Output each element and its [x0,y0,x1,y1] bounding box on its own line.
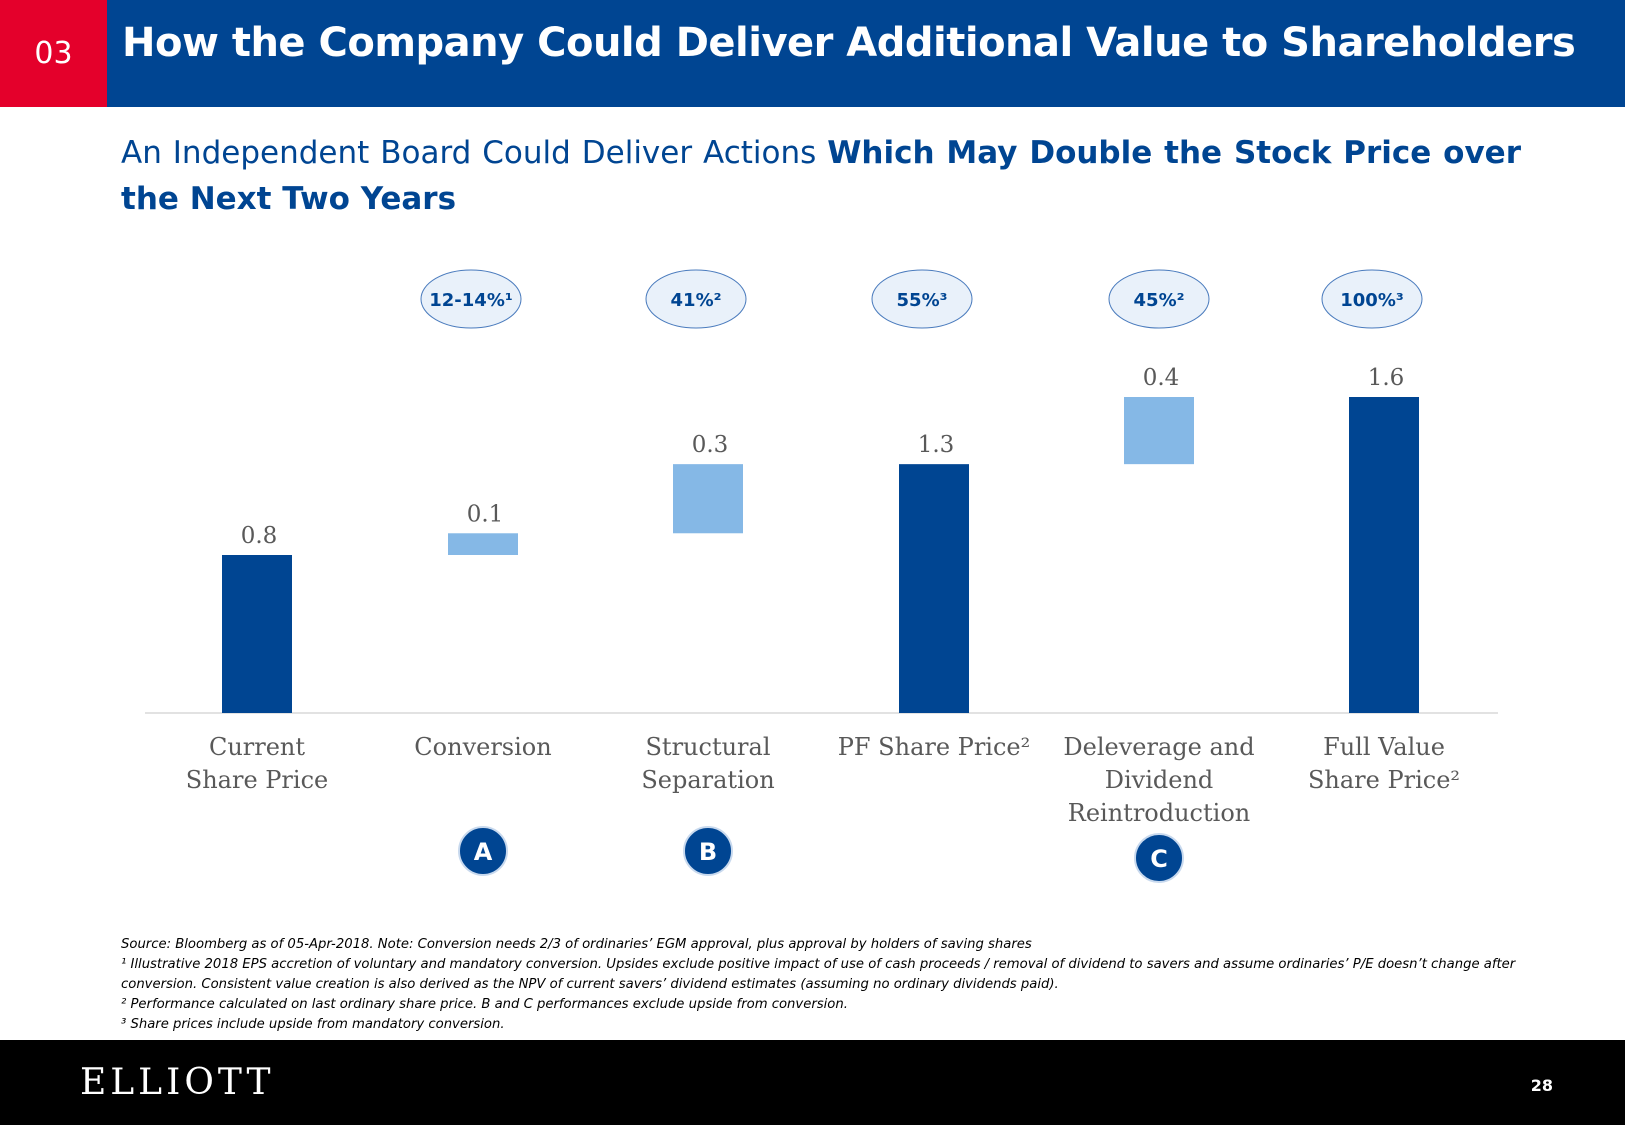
category-label-6-line-2: Share Price² [1308,766,1460,794]
action-badge-label-c: C [1150,845,1168,873]
category-label-2-line-1: Conversion [414,733,551,761]
performance-label-4: 55%³ [897,290,948,311]
category-label-4-line-1: PF Share Price² [838,733,1031,761]
performance-bubble-2 [420,269,522,329]
elliott-logo: ELLIOTT [80,1062,275,1103]
category-label-1-line-2: Share Price [186,766,328,794]
data-label-4: 1.3 [918,432,955,458]
header-bar: 03 How the Company Could Deliver Additio… [0,0,1625,107]
performance-bubble-6 [1321,269,1423,329]
performance-label-5: 45%² [1134,290,1185,311]
action-badge-a [458,826,508,876]
performance-label-6: 100%³ [1340,290,1404,311]
action-badge-label-b: B [699,838,717,866]
data-label-2: 0.1 [467,501,504,527]
page-title: How the Company Could Deliver Additional… [122,20,1576,66]
footnote-3: ³ Share prices include upside from manda… [121,1017,505,1032]
category-label-5-line-1: Deleverage and [1063,733,1254,761]
bar-6 [1349,397,1419,713]
bar-5 [1124,397,1194,465]
section-number: 03 [0,0,107,107]
bar-2 [448,533,518,555]
footnote-1: ¹ Illustrative 2018 EPS accretion of vol… [121,957,1516,992]
waterfall-chart: 0.8 Current Share Price 0.1 Conversion 12-14%… [145,269,1498,883]
category-label-6-line-1: Full Value [1323,733,1445,761]
category-label-5-line-3: Reintroduction [1068,799,1250,827]
page-number: 28 [1530,1076,1553,1095]
performance-label-3: 41%² [671,290,722,311]
data-label-1: 0.8 [241,523,278,549]
subtitle-bold: Which May Double the Stock Price over th… [121,135,1521,217]
bar-1 [222,555,292,713]
performance-label-2: 12-14%¹ [429,290,513,311]
footnote-source: Source: Bloomberg as of 05-Apr-2018. Not… [121,937,1032,952]
performance-bubble-4 [871,269,973,329]
action-badge-c [1134,833,1184,883]
bar-4 [899,464,969,713]
action-badge-label-a: A [474,838,493,866]
category-label-3-line-1: Structural [645,733,770,761]
slide-subtitle: An Independent Board Could Deliver Actio… [121,130,1521,222]
category-label-5-line-2: Dividend [1105,766,1214,794]
category-label-3-line-2: Separation [641,766,774,794]
footer-bar: ELLIOTT 28 [0,1040,1625,1125]
subtitle-regular: An Independent Board Could Deliver Actio… [121,135,828,171]
footnote-2: ² Performance calculated on last ordinar… [121,997,848,1012]
data-label-3: 0.3 [692,432,729,458]
performance-bubble-5 [1108,269,1210,329]
data-label-5: 0.4 [1143,365,1180,391]
action-badge-b [683,826,733,876]
data-label-6: 1.6 [1368,365,1405,391]
category-label-1-line-1: Current [209,733,305,761]
footnotes: Source: Bloomberg as of 05-Apr-2018. Not… [121,935,1521,1035]
performance-bubble-3 [645,269,747,329]
bar-3 [673,464,743,534]
